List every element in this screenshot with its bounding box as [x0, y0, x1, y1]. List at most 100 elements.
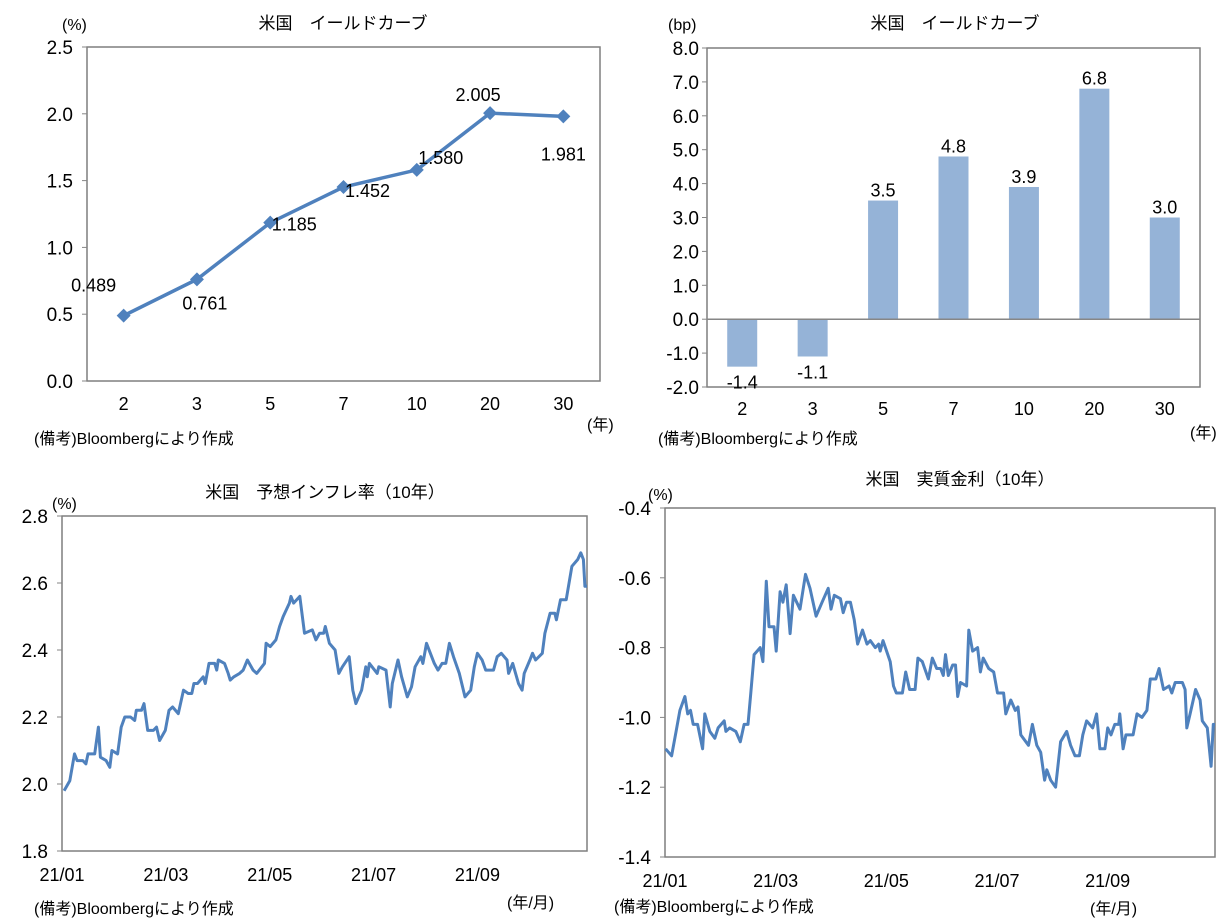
y-tick-label: 7.0 — [673, 73, 699, 94]
y-axis-unit: (%) — [62, 17, 87, 34]
data-label: 1.185 — [272, 215, 317, 235]
x-tick-label: 30 — [1155, 399, 1175, 419]
chart-yield-curve-level: 米国 イールドカーブ (%) (年) (備考)Bloombergにより作成 0.… — [34, 13, 614, 448]
x-tick-label: 21/01 — [642, 871, 687, 891]
y-tick-label: 2.8 — [22, 507, 48, 528]
x-tick-label: 10 — [407, 394, 427, 414]
x-tick-label: 21/01 — [39, 865, 84, 885]
x-tick-label: 7 — [948, 399, 958, 419]
source-note: (備考)Bloombergにより作成 — [658, 430, 858, 448]
data-point-marker — [409, 162, 424, 177]
y-tick-label: 1.8 — [22, 842, 48, 863]
x-tick-label: 20 — [1084, 399, 1104, 419]
y-tick-label: 2.0 — [673, 242, 699, 263]
source-note: (備考)Bloombergにより作成 — [34, 430, 234, 448]
source-note: (備考)Bloombergにより作成 — [34, 900, 234, 918]
bar — [1079, 88, 1110, 320]
data-label: -1.4 — [727, 373, 758, 393]
data-label: 3.5 — [871, 181, 896, 201]
y-axis-unit: (bp) — [668, 17, 696, 34]
y-tick-label: 8.0 — [673, 39, 699, 60]
y-tick-label: 2.0 — [47, 105, 73, 126]
bar — [727, 319, 758, 367]
x-tick-label: 3 — [192, 394, 202, 414]
x-axis-unit: (年/月) — [1090, 900, 1137, 918]
x-tick-label: 5 — [878, 399, 888, 419]
x-tick-label: 2 — [737, 399, 747, 419]
bar — [938, 156, 969, 320]
chart-yield-curve-change: 米国 イールドカーブ (bp) (年) (備考)Bloombergにより作成 -… — [658, 13, 1217, 448]
x-tick-label: 21/05 — [247, 865, 292, 885]
data-point-marker — [263, 215, 278, 230]
y-axis-unit: (%) — [52, 496, 77, 513]
y-tick-label: 0.0 — [47, 372, 73, 393]
x-tick-label: 20 — [480, 394, 500, 414]
series-line — [62, 551, 587, 792]
y-tick-label: -2.0 — [666, 378, 699, 399]
chart-title: 米国 イールドカーブ — [259, 13, 428, 33]
data-label: 0.489 — [71, 276, 116, 296]
x-tick-label: 2 — [119, 394, 129, 414]
y-tick-label: -0.8 — [618, 639, 651, 660]
plot-area: 0.0 0.5 1.0 1.5 2.0 2.5 2 3 5 7 10 20 30 0.489 0.761 1.… — [47, 38, 601, 414]
plot-area: 1.8 2.0 2.2 2.4 2.6 2.8 21/01 21/03 21/05 21/07 21… — [22, 507, 588, 885]
data-label: 1.580 — [418, 148, 463, 168]
data-label: 0.761 — [182, 293, 227, 313]
y-tick-label: 1.0 — [47, 238, 73, 259]
y-tick-label: -0.6 — [618, 569, 651, 590]
y-axis-unit: (%) — [648, 487, 673, 504]
y-tick-label: -0.4 — [618, 499, 651, 520]
y-tick-label: 2.0 — [22, 775, 48, 796]
y-tick-label: 5.0 — [673, 141, 699, 162]
series-line — [664, 572, 1215, 789]
x-tick-label: 10 — [1014, 399, 1034, 419]
y-tick-label: 4.0 — [673, 175, 699, 196]
x-tick-label: 21/07 — [351, 865, 396, 885]
x-tick-label: 21/05 — [864, 871, 909, 891]
x-tick-label: 3 — [808, 399, 818, 419]
y-tick-label: 0.0 — [673, 310, 699, 331]
bar — [797, 319, 828, 357]
y-tick-label: 2.5 — [47, 38, 73, 59]
data-point-marker — [336, 180, 351, 195]
data-point-marker — [556, 109, 571, 124]
chart-real-interest-rate: 米国 実質金利（10年） (%) (年/月) (備考)Bloombergにより作… — [614, 470, 1216, 918]
x-tick-label: 21/09 — [1085, 871, 1130, 891]
x-tick-label: 21/03 — [143, 865, 188, 885]
y-tick-label: 2.6 — [22, 574, 48, 595]
data-point-marker — [116, 308, 131, 323]
x-tick-label: 5 — [265, 394, 275, 414]
y-tick-label: -1.0 — [618, 708, 651, 729]
bar — [1149, 217, 1180, 320]
x-axis-unit: (年/月) — [507, 894, 554, 912]
data-point-marker — [483, 106, 498, 121]
x-tick-label: 21/09 — [455, 865, 500, 885]
y-tick-label: -1.0 — [666, 344, 699, 365]
y-tick-label: 2.4 — [22, 641, 49, 662]
data-label: 4.8 — [941, 136, 966, 156]
data-label: 1.981 — [541, 144, 586, 164]
data-label: 3.9 — [1011, 167, 1036, 187]
y-tick-label: 6.0 — [673, 107, 699, 128]
data-label: 2.005 — [456, 85, 501, 105]
chart-title: 米国 予想インフレ率（10年） — [205, 483, 444, 502]
x-tick-label: 21/07 — [974, 871, 1019, 891]
bar — [1008, 186, 1039, 320]
x-tick-label: 21/03 — [753, 871, 798, 891]
data-label: 1.452 — [345, 181, 390, 201]
plot-frame — [86, 46, 601, 382]
y-tick-label: 3.0 — [673, 209, 699, 230]
data-label: 3.0 — [1152, 198, 1177, 218]
x-tick-label: 7 — [338, 394, 348, 414]
chart-inflation-expectation: 米国 予想インフレ率（10年） (%) (年/月) (備考)Bloombergに… — [22, 483, 588, 918]
y-tick-label: 1.0 — [673, 276, 699, 297]
y-tick-label: 2.2 — [22, 708, 48, 729]
plot-area: -1.4 -1.2 -1.0 -0.8 -0.6 -0.4 21/01 21/03 21/05 2… — [618, 499, 1216, 891]
x-axis-unit: (年) — [587, 416, 614, 434]
y-tick-label: -1.2 — [618, 778, 651, 799]
y-tick-label: 1.5 — [47, 172, 73, 193]
x-axis-unit: (年) — [1190, 424, 1217, 442]
data-label: 6.8 — [1082, 69, 1107, 89]
y-tick-label: -1.4 — [618, 848, 651, 869]
